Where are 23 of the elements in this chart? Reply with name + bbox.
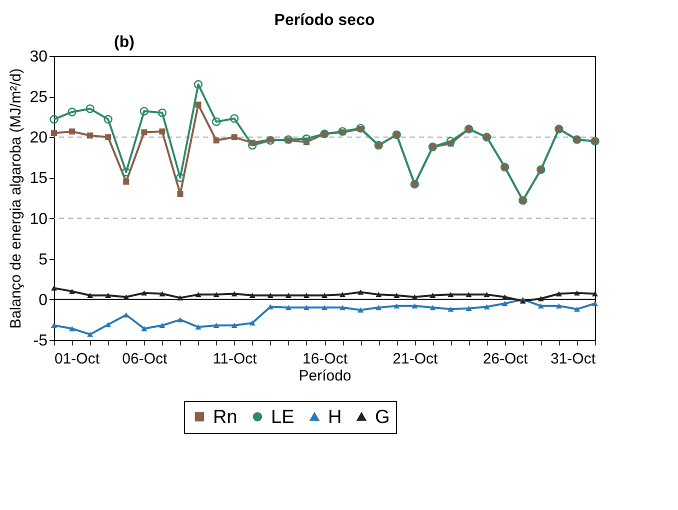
y-tick-label: 0 — [38, 292, 48, 309]
y-tick-label: 20 — [30, 130, 48, 147]
legend-label: Rn — [213, 406, 238, 428]
x-tick-label: 26-Oct — [482, 350, 529, 368]
legend-label: LE — [271, 406, 294, 428]
x-tick-label: 21-Oct — [392, 350, 439, 368]
legend-label: H — [328, 406, 342, 428]
text: (b) — [114, 34, 134, 51]
x-tick-label: 31-Oct — [550, 350, 596, 368]
y-tick-label: 10 — [30, 210, 48, 228]
y-tick-label: 30 — [30, 48, 48, 66]
y-tick-label: -5 — [33, 332, 48, 350]
legend-label: G — [375, 406, 390, 428]
y-axis-title: Balanço de energia algaroba (MJ/m²/d) — [8, 68, 25, 329]
y-tick-label: 5 — [38, 251, 48, 268]
x-tick-label: 16-Oct — [302, 350, 348, 368]
x-tick-label: 06-Oct — [122, 350, 168, 368]
x-tick-label: 11-Oct — [212, 350, 258, 368]
y-tick-label: 25 — [30, 89, 48, 106]
y-tick-label: 15 — [30, 170, 48, 188]
x-axis-title: Período — [298, 368, 352, 384]
chart-title: Período seco — [274, 12, 375, 29]
x-tick-label: 01-Oct — [54, 350, 100, 368]
